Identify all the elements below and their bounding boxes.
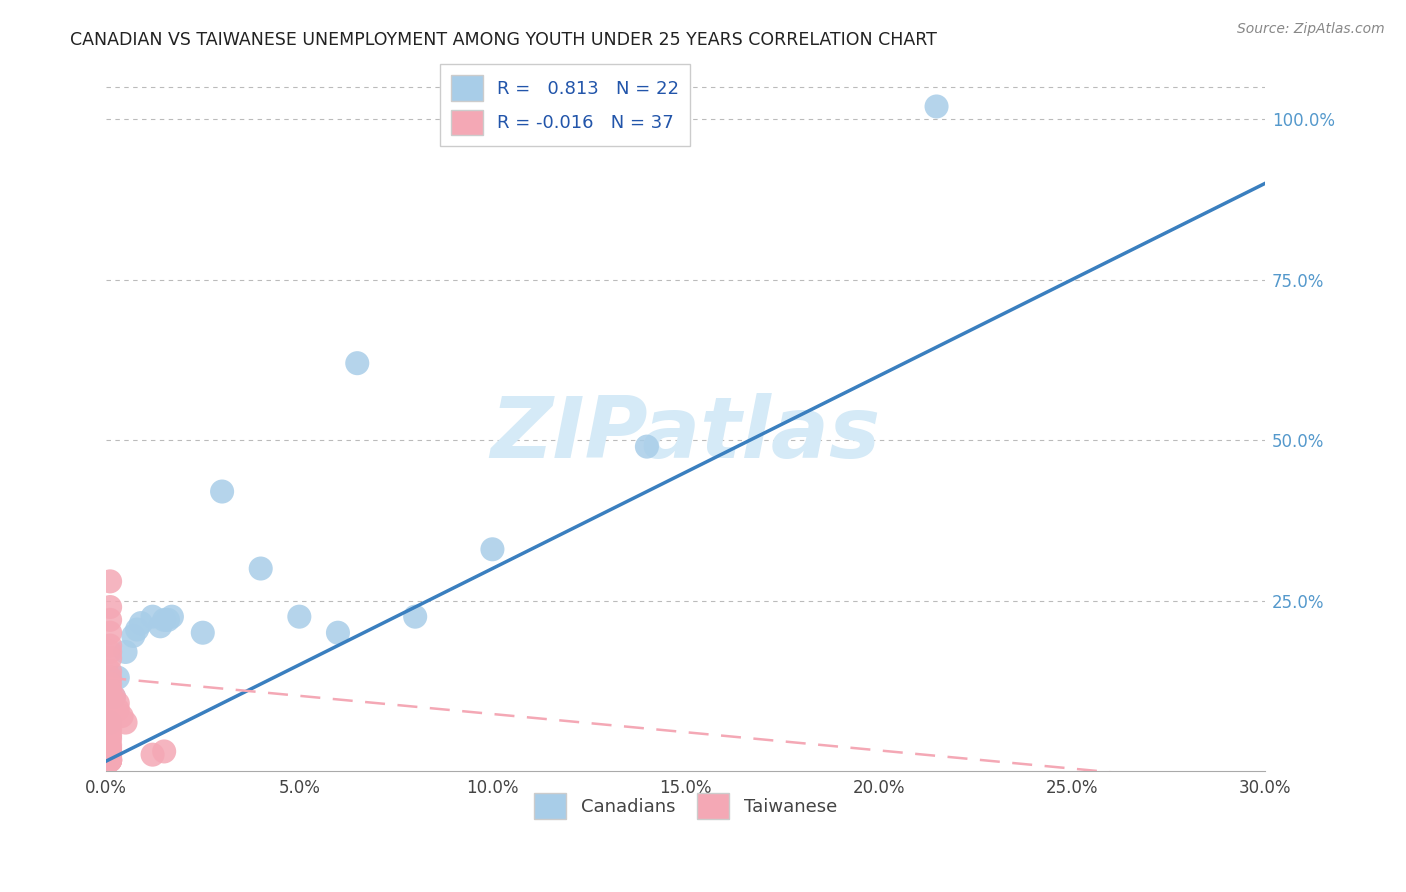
Point: [98, 703, 121, 717]
Point: [191, 625, 214, 640]
Point: [114, 715, 136, 730]
Point: [98, 741, 121, 756]
Point: [157, 613, 180, 627]
Point: [103, 690, 125, 704]
Point: [326, 625, 349, 640]
Point: [98, 677, 121, 691]
Point: [636, 440, 658, 454]
Point: [98, 753, 121, 767]
Point: [98, 709, 121, 723]
Point: [107, 671, 129, 685]
Point: [211, 484, 233, 499]
Point: [98, 753, 121, 767]
Point: [98, 690, 121, 704]
Point: [98, 753, 121, 767]
Point: [98, 696, 121, 710]
Point: [98, 731, 121, 746]
Point: [98, 671, 121, 685]
Point: [98, 664, 121, 678]
Point: [346, 356, 368, 370]
Point: [142, 609, 165, 624]
Text: CANADIAN VS TAIWANESE UNEMPLOYMENT AMONG YOUTH UNDER 25 YEARS CORRELATION CHART: CANADIAN VS TAIWANESE UNEMPLOYMENT AMONG…: [70, 31, 938, 49]
Point: [111, 709, 134, 723]
Point: [98, 645, 121, 659]
Point: [98, 747, 121, 762]
Point: [98, 728, 121, 742]
Point: [107, 696, 129, 710]
Point: [149, 619, 172, 633]
Point: [98, 639, 121, 653]
Point: [98, 715, 121, 730]
Point: [98, 600, 121, 615]
Point: [98, 574, 121, 589]
Point: [98, 715, 121, 730]
Point: [98, 651, 121, 665]
Legend: Canadians, Taiwanese: Canadians, Taiwanese: [527, 786, 845, 826]
Point: [98, 738, 121, 752]
Point: [925, 99, 948, 113]
Point: [98, 751, 121, 765]
Point: [98, 613, 121, 627]
Point: [114, 645, 136, 659]
Point: [98, 753, 121, 767]
Point: [129, 616, 152, 631]
Point: [160, 609, 183, 624]
Point: [98, 683, 121, 698]
Point: [98, 744, 121, 758]
Point: [142, 747, 165, 762]
Point: [98, 752, 121, 766]
Point: [98, 722, 121, 736]
Point: [103, 690, 125, 704]
Point: [153, 744, 176, 758]
Point: [249, 561, 271, 575]
Point: [481, 542, 503, 557]
Point: [153, 613, 176, 627]
Text: Source: ZipAtlas.com: Source: ZipAtlas.com: [1237, 22, 1385, 37]
Point: [98, 625, 121, 640]
Point: [122, 629, 145, 643]
Point: [98, 753, 121, 767]
Point: [127, 623, 149, 637]
Point: [404, 609, 426, 624]
Text: ZIPatlas: ZIPatlas: [491, 392, 880, 476]
Point: [107, 703, 129, 717]
Point: [288, 609, 311, 624]
